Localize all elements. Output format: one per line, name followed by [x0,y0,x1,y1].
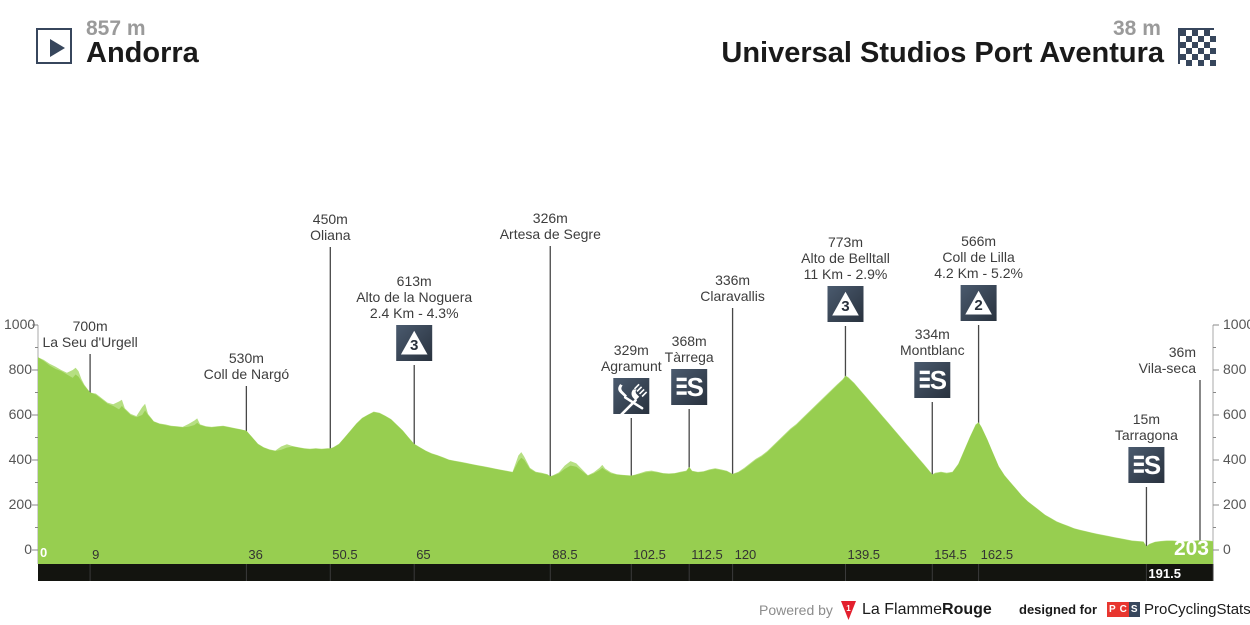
svg-text:1: 1 [846,604,851,613]
svg-text:2: 2 [974,297,982,314]
svg-text:S: S [1144,452,1161,480]
svg-text:S: S [687,374,704,402]
svg-text:S: S [930,367,947,395]
svg-text:3: 3 [410,337,418,354]
